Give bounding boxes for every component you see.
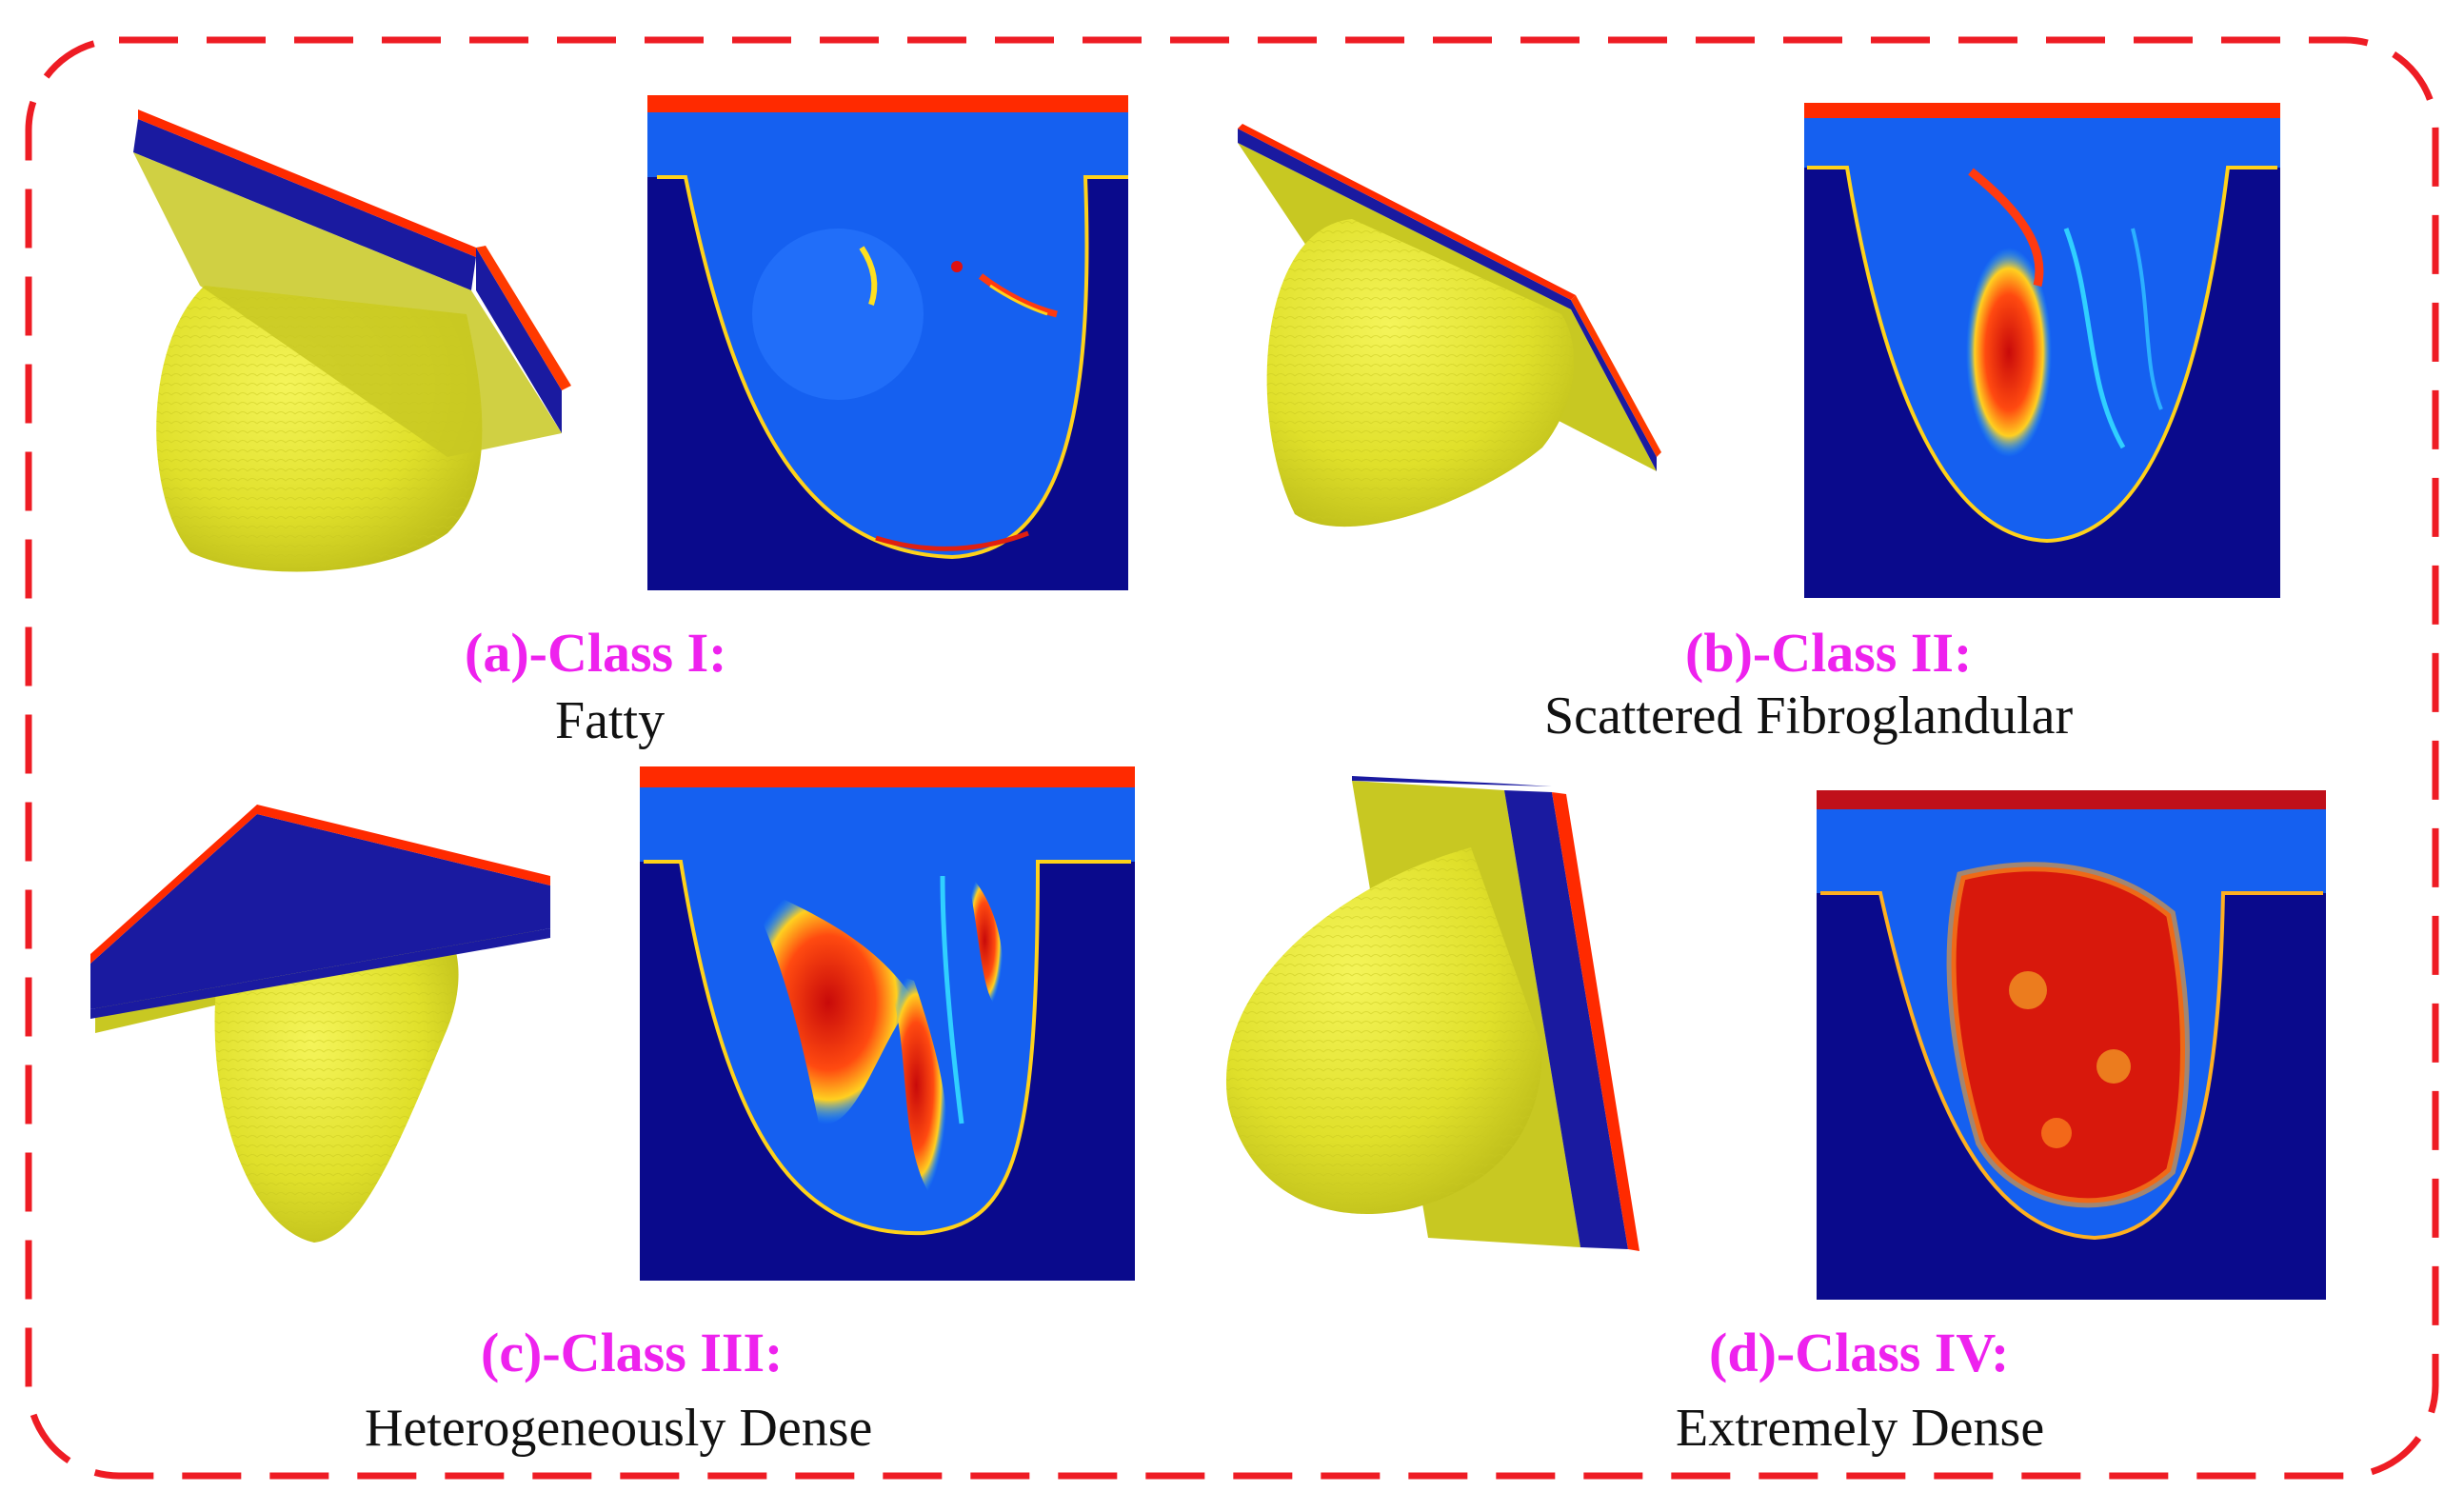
- panel-a-description: Fatty: [555, 691, 665, 750]
- density-slice-icon: [1804, 103, 2280, 598]
- density-slice-icon: [1817, 790, 2326, 1300]
- panel-b-description: Scattered Fibroglandular: [1544, 686, 2074, 746]
- panel-c-class-label: (c)-Class III:: [481, 1322, 783, 1383]
- breast-volume-3d-icon: [133, 109, 571, 572]
- density-slice-icon: [647, 95, 1128, 590]
- panel-c-description: Heterogeneously Dense: [365, 1399, 872, 1458]
- panel-a-class-label: (a)-Class I:: [465, 622, 726, 684]
- breast-volume-3d-icon: [90, 805, 550, 1243]
- breast-volume-3d-icon: [1225, 776, 1639, 1251]
- panel-b-class-label: (b)-Class II:: [1685, 622, 1972, 684]
- dashed-frame: [25, 36, 2439, 1480]
- breast-volume-3d-icon: [1238, 124, 1661, 527]
- panel-d-class-label: (d)-Class IV:: [1709, 1322, 2009, 1383]
- density-slice-icon: [640, 766, 1135, 1281]
- panel-d-description: Extremely Dense: [1676, 1399, 2044, 1458]
